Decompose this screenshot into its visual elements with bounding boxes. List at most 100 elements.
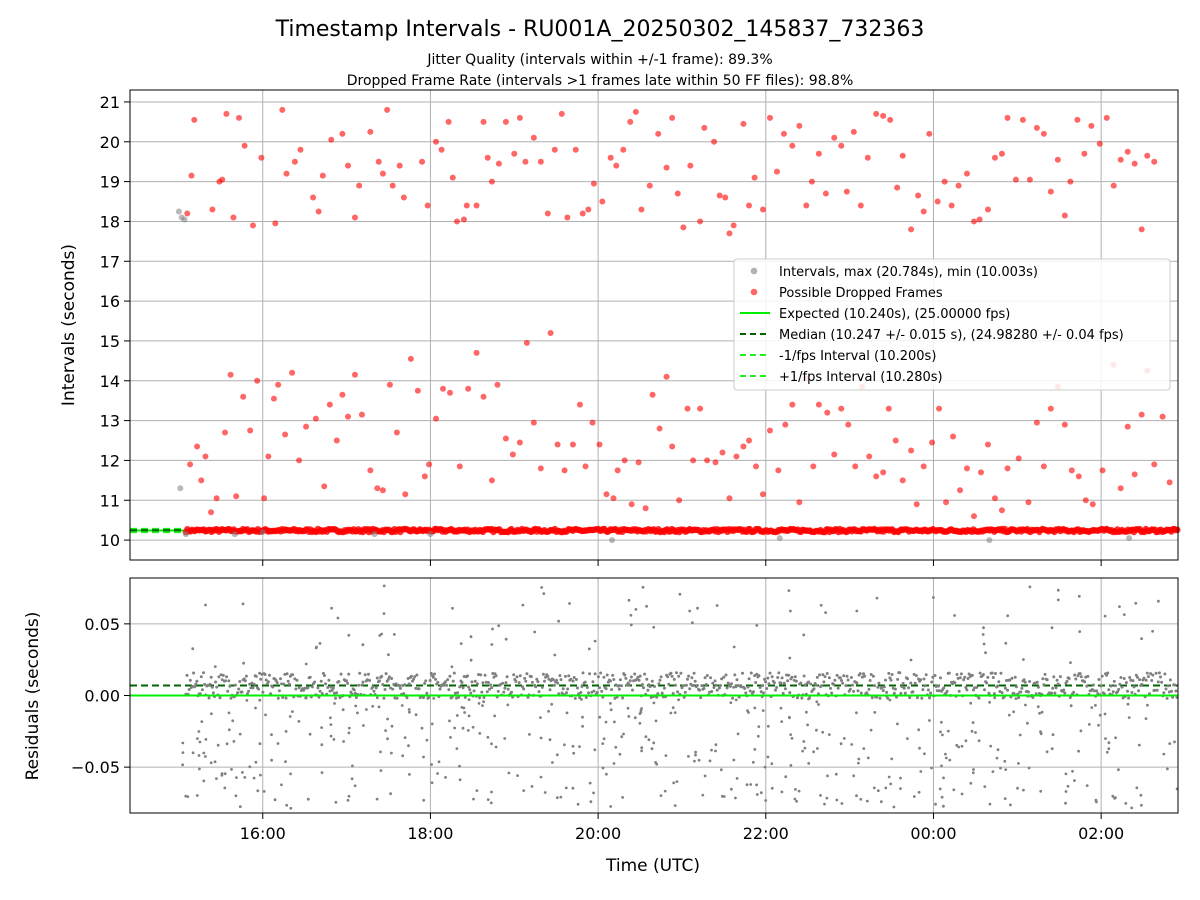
dropped-frame-point (339, 391, 346, 398)
residual-point (1063, 691, 1067, 695)
residual-outlier-point (940, 795, 944, 799)
residual-outlier-point (918, 746, 921, 750)
residual-outlier-point (422, 755, 425, 759)
residual-outlier-point (784, 775, 788, 779)
residual-point (719, 684, 722, 687)
residual-point (1151, 673, 1155, 677)
dropped-frame-point (283, 170, 290, 177)
dropped-frame-point (198, 477, 205, 484)
residual-outlier-point (377, 705, 381, 709)
dropped-frame-point (516, 114, 523, 121)
x-tick-label: 20:00 (575, 824, 621, 843)
residual-point (997, 680, 1001, 684)
residual-outlier-point (1009, 803, 1012, 807)
residual-point (1170, 689, 1173, 693)
residual-point (407, 682, 411, 686)
residual-point (921, 688, 925, 692)
legend-marker (750, 267, 758, 275)
residual-outlier-point (365, 708, 368, 711)
residual-outlier-point (386, 737, 389, 741)
dropped-frame-point (950, 433, 957, 440)
dropped-frame-point (208, 509, 215, 516)
residual-point (1017, 696, 1021, 700)
legend-item: -1/fps Interval (10.200s) (740, 349, 936, 364)
residual-point (279, 677, 282, 681)
dropped-frame-point (261, 495, 268, 502)
residual-point (505, 675, 509, 679)
residual-outlier-point (387, 653, 390, 657)
residual-outlier-point (1139, 793, 1143, 797)
dropped-frame-point (1040, 463, 1047, 470)
dropped-frame-point (488, 477, 495, 484)
legend: Intervals, max (20.784s), min (10.003s) P… (733, 258, 1171, 391)
dropped-frame-point (873, 110, 880, 117)
residual-outlier-point (553, 653, 557, 657)
dropped-frame-point (1082, 497, 1089, 504)
dropped-frame-point (424, 202, 431, 209)
residual-point (748, 689, 752, 693)
residual-point (423, 682, 427, 685)
residual-outlier-point (884, 786, 888, 790)
residual-outlier-point (1098, 713, 1102, 717)
residual-outlier-point (547, 709, 550, 713)
residual-outlier-point (906, 737, 909, 740)
residual-point (1041, 677, 1045, 681)
residual-point (907, 686, 911, 690)
residual-point (269, 692, 273, 696)
residual-point (415, 673, 419, 677)
residual-outlier-point (887, 775, 891, 779)
residual-outlier-point (342, 740, 345, 743)
residual-point (187, 688, 191, 691)
residual-point (220, 678, 224, 682)
residual-outlier-point (1140, 637, 1143, 641)
residual-outlier-point (710, 748, 713, 752)
residual-outlier-point (732, 645, 736, 649)
residual-outlier-point (430, 763, 433, 766)
dropped-frame-point (297, 146, 304, 153)
dropped-frame-point (495, 160, 502, 167)
residual-point (849, 676, 853, 679)
residual-outlier-point (198, 740, 202, 744)
residual-outlier-point (235, 776, 238, 779)
residual-outlier-point (1077, 749, 1080, 753)
residual-outlier-point (687, 755, 690, 758)
residual-point (893, 687, 897, 691)
residual-outlier-point (633, 716, 637, 720)
residual-point (1107, 688, 1111, 692)
residual-outlier-point (802, 633, 806, 637)
residual-point (624, 676, 628, 680)
residual-point (1013, 675, 1017, 679)
residual-point (1062, 688, 1066, 692)
residual-outlier-point (645, 604, 648, 608)
residual-outlier-point (673, 804, 677, 807)
dropped-frame-point (254, 377, 261, 384)
residual-outlier-point (972, 768, 975, 771)
residual-point (428, 679, 432, 682)
residual-point (763, 677, 766, 681)
residual-point (243, 679, 247, 683)
residual-point (467, 685, 471, 689)
residual-outlier-point (332, 738, 336, 741)
residual-point (764, 680, 768, 684)
residual-point (692, 671, 696, 675)
residual-outlier-point (430, 781, 434, 785)
residual-point (331, 686, 335, 690)
residual-outlier-point (909, 658, 913, 662)
residual-point (431, 675, 435, 679)
residual-point (660, 691, 664, 695)
residual-point (453, 691, 457, 695)
residual-point (1113, 684, 1117, 688)
dropped-frame-point (209, 206, 216, 213)
residual-outlier-point (675, 780, 679, 783)
residual-outlier-point (940, 720, 943, 724)
top-y-axis-label: Intervals (seconds) (59, 244, 79, 406)
residual-point (825, 672, 829, 675)
residual-outlier-point (414, 713, 418, 717)
residual-outlier-point (238, 732, 242, 736)
dropped-frame-point (590, 180, 597, 187)
residual-outlier-point (719, 768, 723, 772)
dropped-frame-point (344, 162, 351, 169)
dropped-frame-point (908, 447, 915, 454)
residual-point (237, 687, 241, 691)
y-tick-label: 16 (100, 292, 120, 311)
